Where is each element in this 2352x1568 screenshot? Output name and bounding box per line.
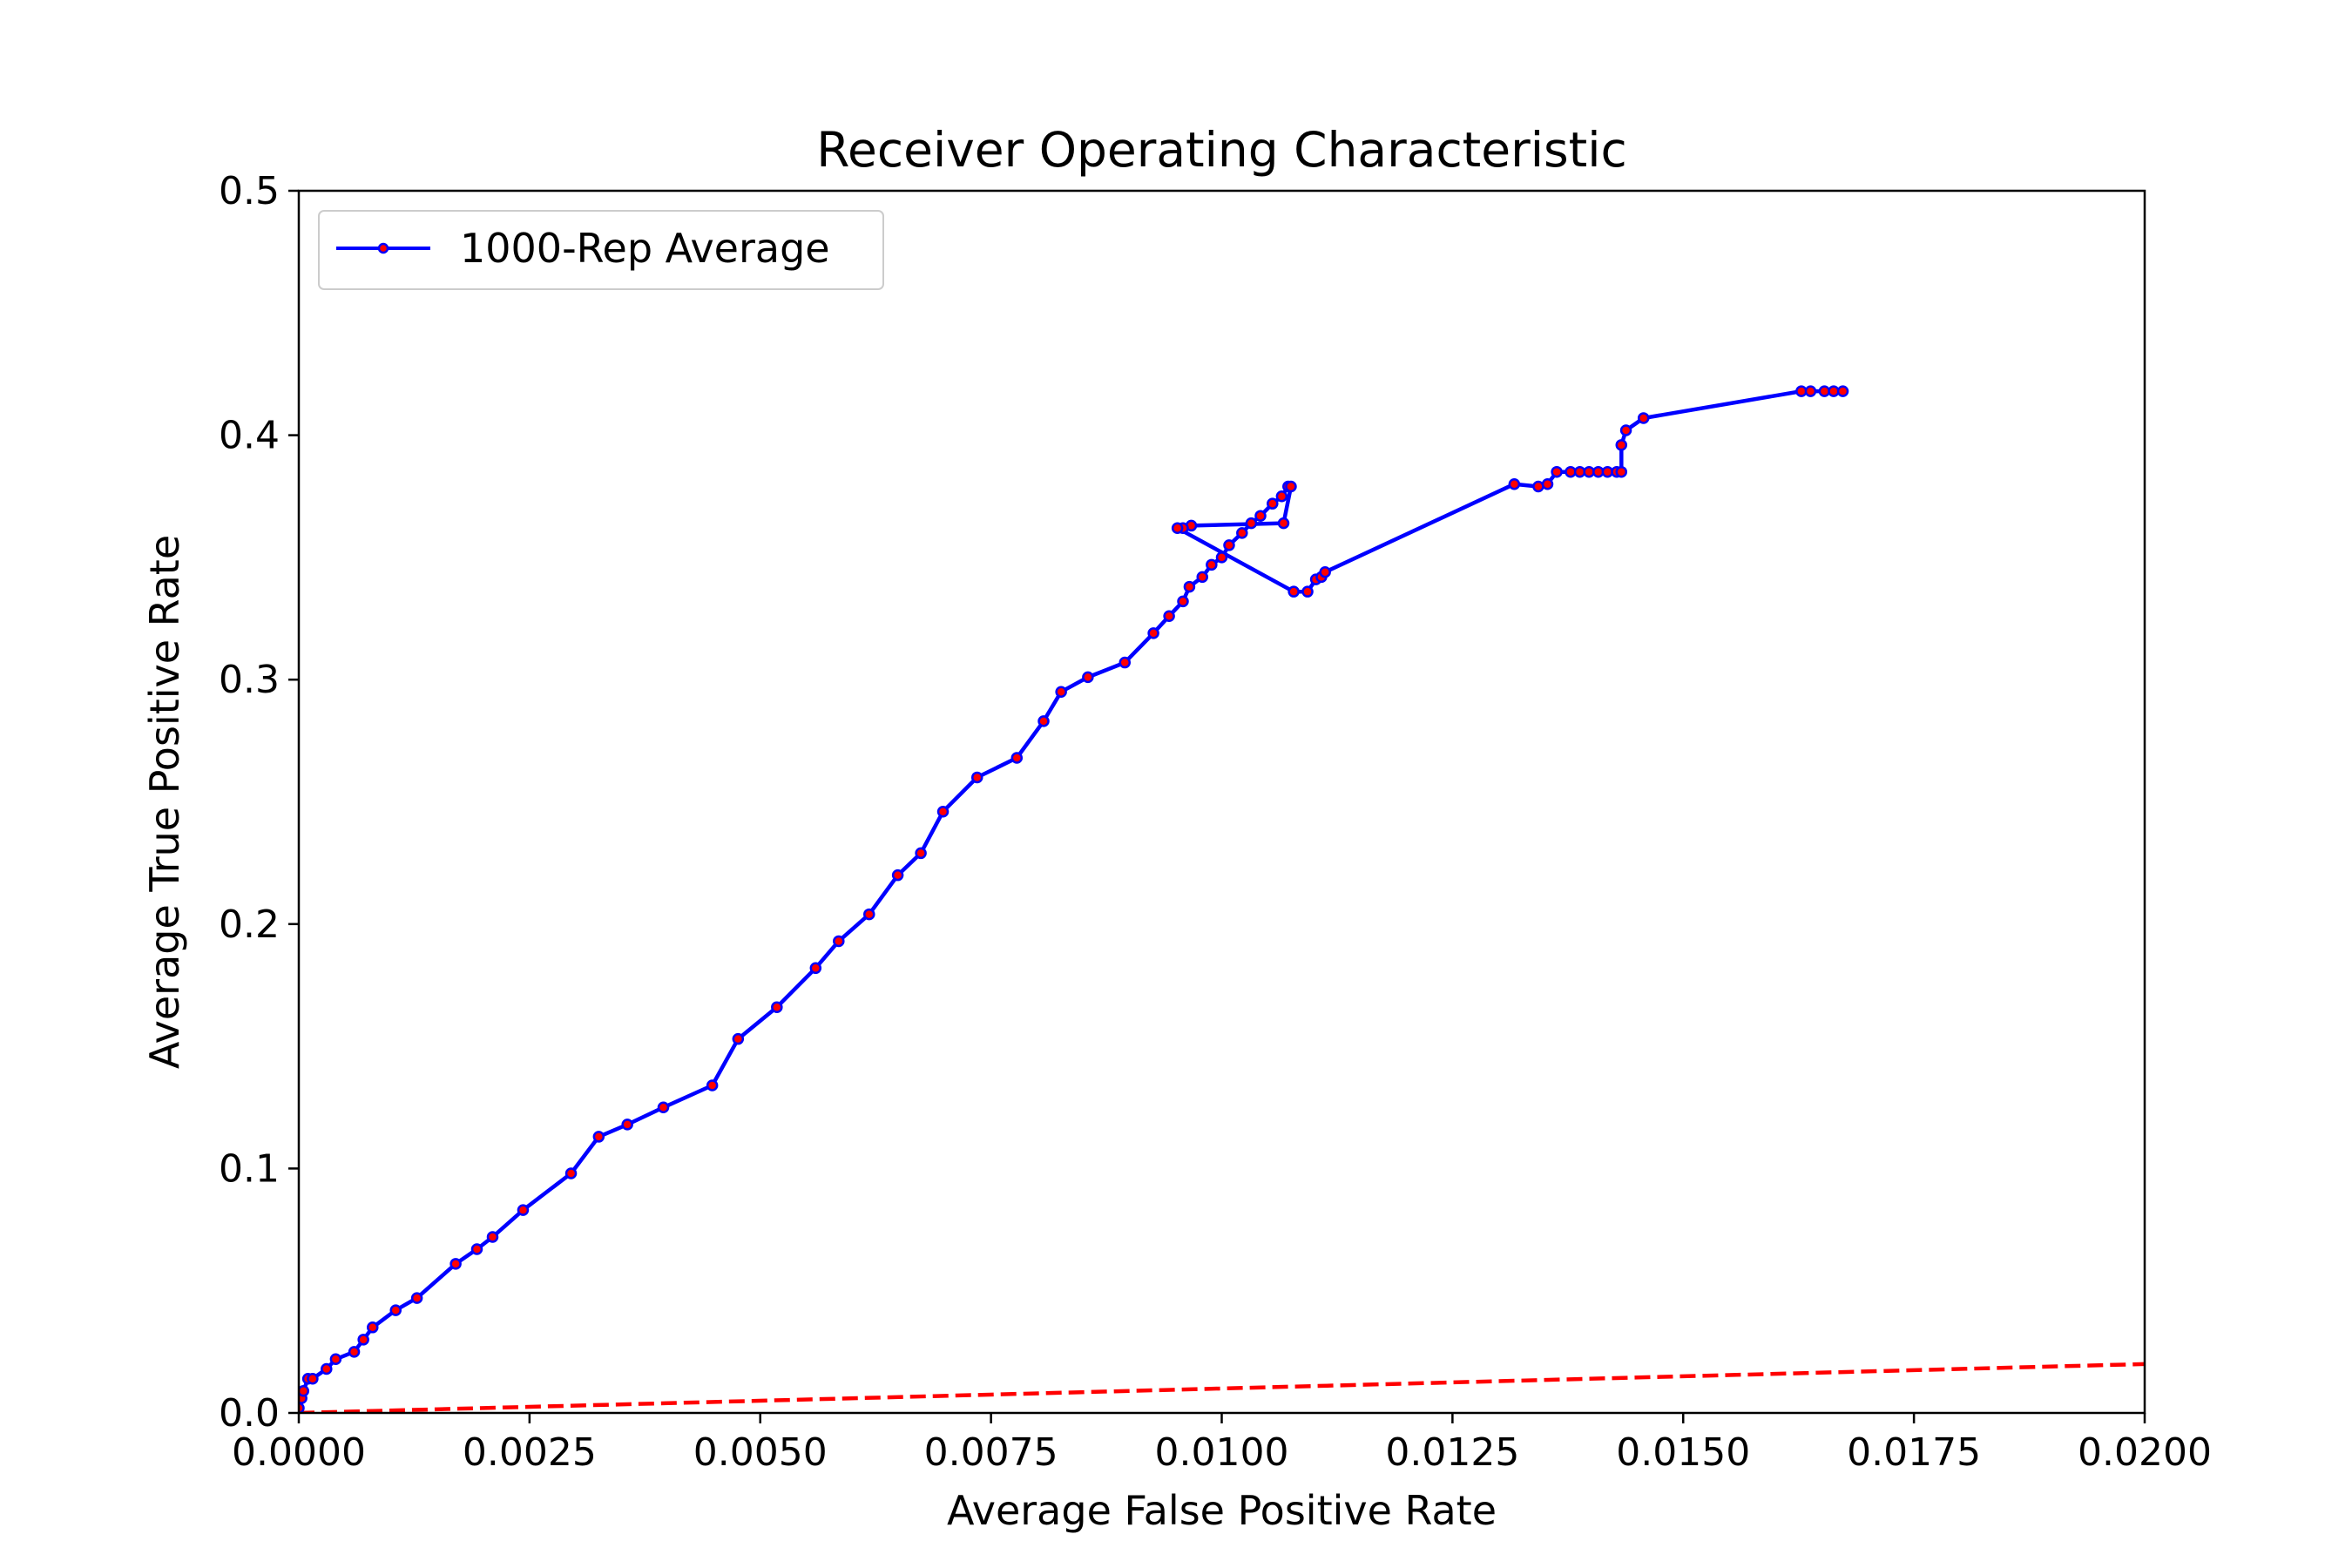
roc-point	[1551, 465, 1563, 478]
roc-point	[1541, 477, 1554, 490]
x-tick-label: 0.0075	[924, 1430, 1058, 1475]
roc-point	[1285, 480, 1297, 493]
roc-point	[321, 1362, 333, 1375]
legend-label: 1000-Rep Average	[460, 225, 830, 272]
roc-point	[1508, 477, 1521, 490]
x-tick-label: 0.0025	[463, 1430, 597, 1475]
roc-point	[732, 1032, 745, 1045]
y-tick-label: 0.2	[219, 902, 280, 947]
roc-point	[891, 868, 904, 882]
roc-point	[357, 1334, 369, 1346]
roc-point	[1245, 517, 1258, 530]
roc-point	[299, 1384, 310, 1397]
roc-point	[1177, 595, 1189, 608]
roc-point	[1183, 580, 1196, 593]
roc-point	[307, 1372, 319, 1385]
roc-point	[1206, 558, 1218, 571]
roc-point	[809, 962, 822, 975]
roc-point	[564, 1167, 578, 1179]
x-tick-label: 0.0175	[1847, 1430, 1981, 1475]
roc-point	[1171, 522, 1184, 534]
roc-point	[1619, 424, 1632, 436]
y-tick-label: 0.1	[219, 1146, 280, 1191]
roc-point	[1267, 497, 1279, 510]
roc-point	[1836, 385, 1849, 397]
x-tick-label: 0.0150	[1616, 1430, 1750, 1475]
legend-marker-swatch	[377, 242, 389, 254]
roc-point	[1254, 510, 1267, 522]
roc-point	[771, 1001, 783, 1013]
roc-point	[299, 1402, 305, 1413]
roc-point	[621, 1119, 633, 1131]
x-tick-label: 0.0050	[693, 1430, 828, 1475]
roc-point	[1301, 585, 1314, 598]
legend: 1000-Rep Average	[318, 210, 884, 290]
x-tick-label: 0.0125	[1385, 1430, 1519, 1475]
legend-box	[318, 210, 884, 290]
roc-point	[486, 1231, 499, 1243]
roc-point	[863, 908, 875, 921]
reference-line	[299, 1362, 2145, 1413]
roc-point	[1215, 551, 1228, 564]
y-tick-label: 0.3	[219, 658, 280, 702]
roc-point	[1532, 480, 1544, 493]
roc-point	[936, 805, 950, 818]
roc-point	[915, 847, 927, 860]
roc-point	[1804, 385, 1817, 397]
roc-point	[1615, 439, 1628, 451]
roc-point	[592, 1131, 605, 1143]
roc-point	[1147, 627, 1159, 639]
roc-point	[470, 1243, 483, 1255]
series-layer	[299, 385, 2145, 1413]
roc-point	[657, 1101, 670, 1113]
y-axis-ticks: 0.0 0.1 0.2 0.3 0.4 0.5	[219, 169, 299, 1436]
roc-point	[1275, 490, 1288, 503]
x-axis-ticks: 0.0000 0.0025 0.0050 0.0075 0.0100 0.0125 0.01…	[232, 1413, 2212, 1475]
roc-point	[1196, 571, 1209, 584]
roc-point	[1637, 412, 1650, 424]
x-tick-label: 0.0100	[1155, 1430, 1289, 1475]
y-tick-label: 0.0	[219, 1391, 280, 1436]
x-axis-label: Average False Positive Rate	[947, 1487, 1497, 1534]
y-tick-label: 0.4	[219, 414, 280, 458]
roc-point	[449, 1258, 462, 1270]
roc-point	[517, 1204, 530, 1216]
roc-point	[1082, 671, 1094, 684]
roc-point	[348, 1346, 361, 1358]
roc-point	[1119, 656, 1132, 669]
x-tick-label: 0.0200	[2078, 1430, 2212, 1475]
roc-point	[1236, 527, 1248, 539]
roc-point	[329, 1353, 342, 1366]
roc-point	[367, 1321, 379, 1334]
x-tick-label: 0.0000	[232, 1430, 366, 1475]
roc-point	[1223, 539, 1235, 551]
chart-title: Receiver Operating Characteristic	[816, 122, 1626, 178]
roc-point	[1163, 610, 1175, 622]
roc-point	[410, 1292, 423, 1304]
roc-point	[389, 1304, 402, 1316]
roc-point	[1615, 465, 1628, 478]
roc-point	[1037, 715, 1050, 727]
roc-point	[1055, 686, 1067, 698]
roc-point	[706, 1079, 719, 1092]
y-axis-label: Average True Positive Rate	[141, 535, 188, 1069]
roc-point	[1288, 585, 1300, 598]
roc-point	[833, 935, 845, 948]
roc-point	[970, 771, 983, 784]
roc-point	[1277, 517, 1290, 530]
roc-point	[1010, 752, 1024, 764]
roc-point	[1319, 565, 1331, 578]
y-tick-label: 0.5	[219, 169, 280, 213]
plot-area	[297, 189, 2146, 1415]
